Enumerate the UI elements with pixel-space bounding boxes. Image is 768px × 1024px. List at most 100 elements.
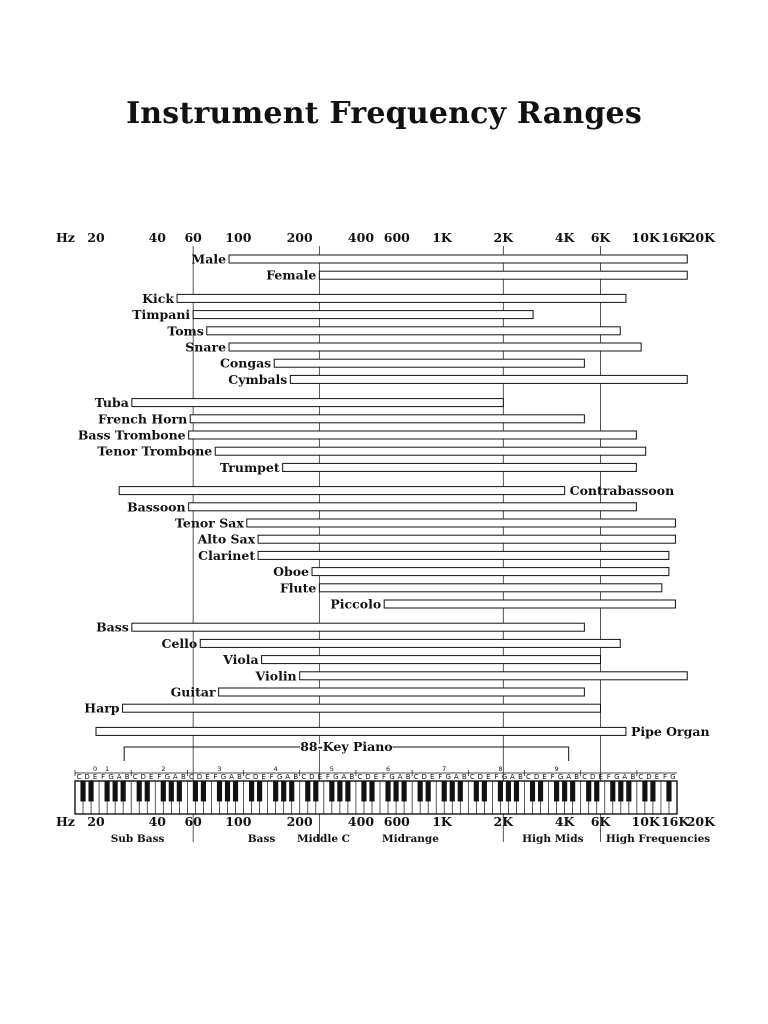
note-label-29: D — [309, 773, 314, 781]
note-label-11: G — [165, 773, 170, 781]
bar-label-violin: Violin — [255, 668, 297, 683]
region-label-sub-bass: Sub Bass — [111, 833, 165, 845]
black-key — [200, 781, 206, 802]
note-label-55: B — [518, 773, 523, 781]
tick-label-bottom-4k: 4K — [555, 814, 576, 829]
note-label-2: E — [93, 773, 97, 781]
region-label-middle-c: Middle C — [297, 833, 350, 845]
note-label-36: D — [365, 773, 370, 781]
tick-label-bottom-20k: 20K — [687, 814, 716, 829]
octave-number-5: 6 — [386, 765, 390, 773]
note-label-38: F — [382, 773, 386, 781]
black-key — [313, 781, 319, 802]
tick-label-bottom-100: 100 — [225, 814, 251, 829]
note-label-52: F — [494, 773, 498, 781]
note-label-16: E — [205, 773, 209, 781]
bar-label-female: Female — [266, 268, 316, 283]
note-label-74: G — [670, 773, 675, 781]
black-key — [249, 781, 255, 802]
black-key — [562, 781, 568, 802]
bar-contrabassoon — [118, 486, 566, 496]
black-key — [449, 781, 455, 802]
bar-french-horn — [189, 414, 585, 424]
note-label-64: D — [590, 773, 595, 781]
octave-number-4: 5 — [330, 765, 334, 773]
octave-number-7: 8 — [498, 765, 502, 773]
note-label-24: F — [270, 773, 274, 781]
piano-keyboard — [74, 780, 678, 815]
tick-label-bottom-16k: 16K — [661, 814, 690, 829]
bar-harp — [122, 703, 602, 713]
tick-label-top-2k: 2K — [494, 230, 515, 245]
note-label-28: C — [301, 773, 306, 781]
black-key — [505, 781, 512, 802]
bar-label-tuba: Tuba — [95, 395, 129, 410]
black-key — [192, 781, 198, 802]
bar-female — [318, 270, 688, 280]
bar-label-bass-trombone: Bass Trombone — [78, 428, 186, 443]
bar-bass — [131, 622, 585, 632]
note-label-15: D — [197, 773, 202, 781]
note-label-63: C — [582, 773, 587, 781]
note-label-60: G — [558, 773, 563, 781]
black-key — [481, 781, 487, 802]
bar-timpani — [192, 310, 534, 320]
bar-toms — [206, 326, 621, 336]
tick-label-top-6k: 6K — [591, 230, 612, 245]
bar-label-snare: Snare — [185, 340, 226, 355]
note-label-26: A — [285, 773, 290, 781]
region-label-high-mids: High Mids — [522, 833, 583, 845]
black-key — [441, 781, 447, 802]
tick-label-bottom-200: 200 — [287, 814, 313, 829]
bar-label-harp: Harp — [84, 701, 119, 716]
black-key — [168, 781, 174, 802]
bar-bassoon — [188, 502, 637, 512]
black-key — [554, 781, 560, 802]
note-label-10: F — [157, 773, 161, 781]
note-label-53: G — [502, 773, 507, 781]
note-label-4: G — [108, 773, 113, 781]
black-key — [497, 781, 503, 802]
black-key — [337, 781, 343, 802]
note-label-14: C — [189, 773, 194, 781]
note-label-48: B — [462, 773, 467, 781]
note-label-33: A — [341, 773, 346, 781]
note-label-22: D — [253, 773, 258, 781]
tick-label-bottom-600: 600 — [384, 814, 410, 829]
tick-label-bottom-2k: 2K — [494, 814, 515, 829]
octave-number-3: 4 — [274, 765, 278, 773]
black-key — [610, 781, 616, 802]
note-label-45: F — [438, 773, 442, 781]
black-key — [385, 781, 391, 802]
note-label-19: A — [229, 773, 234, 781]
bar-label-congas: Congas — [220, 356, 271, 371]
note-label-37: E — [374, 773, 378, 781]
note-label-13: B — [181, 773, 186, 781]
note-label-43: D — [421, 773, 426, 781]
black-key — [257, 781, 263, 802]
bar-label-bassoon: Bassoon — [127, 499, 186, 514]
bar-label-guitar: Guitar — [171, 685, 216, 700]
black-key — [537, 781, 544, 802]
bar-label-viola: Viola — [222, 652, 258, 667]
black-key — [216, 781, 223, 802]
octave-number-2: 3 — [217, 765, 221, 773]
tick-label-top-1k: 1K — [432, 230, 453, 245]
bar-guitar — [218, 687, 585, 697]
black-key — [473, 781, 479, 802]
page-title: Instrument Frequency Ranges — [126, 96, 642, 131]
note-label-25: G — [277, 773, 282, 781]
region-label-midrange: Midrange — [382, 833, 439, 845]
tick-label-bottom-1k: 1K — [432, 814, 453, 829]
black-key — [88, 781, 94, 802]
octave-number-0: 0 — [93, 765, 97, 773]
note-label-68: A — [622, 773, 627, 781]
black-key — [369, 781, 375, 802]
black-key — [281, 781, 287, 802]
note-label-34: B — [350, 773, 355, 781]
tick-label-top-20k: 20K — [687, 230, 716, 245]
black-key — [289, 781, 295, 802]
black-key — [345, 781, 351, 802]
black-key — [273, 781, 279, 802]
tick-label-bottom-10k: 10K — [632, 814, 661, 829]
